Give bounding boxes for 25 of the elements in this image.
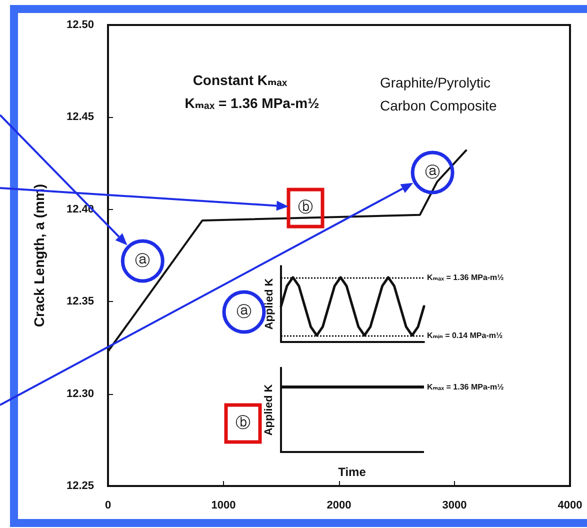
y-tick-label: 12.25 xyxy=(66,480,94,492)
y-tick-label: 12.45 xyxy=(66,111,94,124)
annotation: Time xyxy=(338,465,366,479)
annotation: ⓐ xyxy=(135,252,150,270)
y-tick-label: 12.30 xyxy=(66,388,94,400)
x-tick-label: 3000 xyxy=(442,500,467,512)
line-series xyxy=(107,149,468,352)
x-tick-label: 4000 xyxy=(558,500,582,512)
annotation: Constant Kₘₐₓ xyxy=(192,72,288,88)
annotation: Applied K xyxy=(263,384,275,436)
annotation: ⓐ xyxy=(236,304,252,320)
x-tick-label: 0 xyxy=(104,500,112,512)
y-axis-title: Applied K xyxy=(264,278,276,330)
ref-line-label: Kₘₐₓ = 1.36 MPa-m½ xyxy=(427,272,504,282)
annotation: ⓑ xyxy=(298,199,314,216)
annotation: ⓑ xyxy=(236,414,250,432)
annotation: Kₘₐₓ = 1.36 MPa-m½ xyxy=(184,95,320,111)
y-tick-label: 12.35 xyxy=(66,296,94,308)
annotation: Graphite/Pyrolytic Carbon Composite xyxy=(380,74,497,114)
annotation: Kₘₐₓ = 1.36 MPa-m½ xyxy=(427,382,504,392)
x-tick-label: 1000 xyxy=(211,500,236,512)
y-tick-label: 12.50 xyxy=(66,19,94,31)
x-tick-label: 2000 xyxy=(326,500,352,512)
ref-line-label: Kₘᵢₙ = 0.14 MPa-m½ xyxy=(427,330,503,340)
annotation: ⓐ xyxy=(425,164,440,182)
